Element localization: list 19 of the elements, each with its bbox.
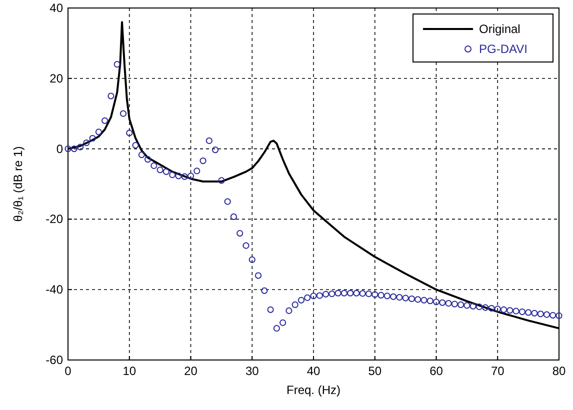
x-axis-title: Freq. (Hz) [286,383,341,397]
y-tick-label: 20 [50,71,64,86]
legend-label: Original [479,22,520,36]
x-tick-label: 50 [368,364,382,378]
x-tick-label: 0 [64,364,72,378]
x-tick-label: 30 [245,364,260,378]
y-axis-title: θ₂/θ₁ (dB re 1) [11,146,25,222]
y-tick-label: -20 [46,212,64,226]
y-tick-label: 40 [50,1,64,15]
x-tick-label: 20 [184,364,198,378]
y-tick-label: 0 [56,142,64,156]
legend-label: PG-DAVI [479,42,528,56]
y-tick-label: -60 [46,353,64,367]
y-tick-label: -40 [46,282,64,297]
x-tick-label: 40 [306,364,320,378]
x-tick-label: 70 [490,364,505,378]
x-tick-label: 10 [122,364,136,378]
x-tick-label: 60 [430,364,444,378]
x-tick-label: 80 [552,364,566,378]
